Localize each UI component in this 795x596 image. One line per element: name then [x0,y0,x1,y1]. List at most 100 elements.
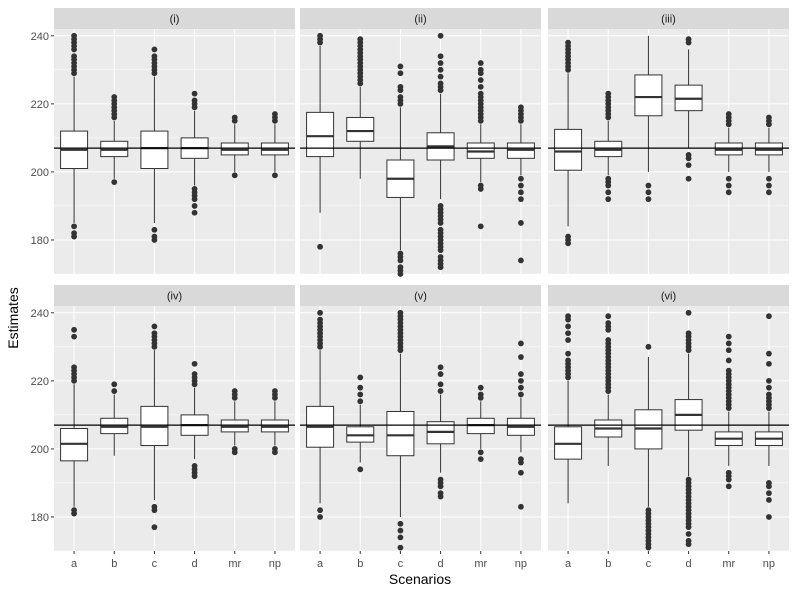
outlier-point [477,83,484,90]
outlier-point [397,544,404,551]
box-mr [466,60,495,230]
facet-panel: (iii) [548,8,789,275]
panel-background [54,306,295,551]
outlier-point [605,320,612,326]
outlier-point [766,313,772,320]
outlier-point [565,313,571,320]
outlier-point [71,326,77,333]
outlier-point [317,309,323,316]
box-c [634,343,663,551]
box-iqr [306,111,335,158]
outlier-point [725,189,732,196]
outlier-point [357,384,364,391]
box-np [506,104,535,264]
box-b [594,90,623,203]
outlier-point [518,340,524,347]
outlier-point [231,114,238,121]
box-a [60,326,89,517]
outlier-point [191,463,198,469]
outlier-point [151,53,158,60]
outlier-point [725,111,732,117]
outlier-point [725,340,732,347]
outlier-point [437,254,444,260]
outlier-point [605,90,612,97]
outlier-point [766,114,772,121]
box-b [346,374,375,473]
facet-strip [300,8,541,29]
outlier-point [685,175,692,182]
facet-panel: (i) 180 200 220 240 [31,8,295,275]
outlier-point [151,330,158,337]
x-tick-label: d [438,558,444,570]
facet-panel: (vi) a b c d mr np [548,285,789,570]
outlier-point [685,330,692,337]
x-tick-label: d [192,558,198,570]
box-a [554,313,583,504]
facet-strip [54,8,295,29]
box-np [754,313,783,520]
facet-strip-label: (vi) [661,291,676,303]
outlier-point [231,172,238,179]
outlier-point [518,503,524,510]
outlier-point [766,480,772,486]
box-a [554,39,583,247]
outlier-point [397,520,404,527]
outlier-point [71,32,77,39]
outlier-point [518,104,524,111]
outlier-point [357,36,364,43]
box-d [426,32,455,271]
outlier-point [685,476,692,483]
outlier-point [565,330,571,337]
outlier-point [317,316,323,323]
outlier-point [725,367,732,374]
box-np [754,114,783,196]
facet-strip [54,285,295,306]
outlier-point [317,507,323,514]
facet-strip-label: (i) [170,14,180,26]
outlier-point [518,456,524,463]
outlier-point [477,77,484,83]
box-c [140,323,169,531]
outlier-point [317,514,323,520]
outlier-point [685,531,692,537]
outlier-point [397,534,404,541]
outlier-point [317,243,323,250]
outlier-point [518,182,524,189]
outlier-point [437,381,444,388]
x-tick-label: b [605,558,611,570]
outlier-point [725,347,732,354]
outlier-point [111,388,118,394]
outlier-point [766,384,772,391]
outlier-point [518,354,524,360]
outlier-point [518,377,524,384]
outlier-point [605,196,612,203]
outlier-point [437,73,444,80]
outlier-point [357,391,364,398]
outlier-point [437,66,444,73]
facet-strip [548,285,789,306]
outlier-point [565,350,571,357]
x-tick-label: b [357,558,363,570]
x-axis-title: Scenarios [389,571,451,587]
x-tick-label: np [269,558,281,570]
outlier-point [645,196,652,203]
panel-background [300,306,541,551]
facet-strip [548,8,789,29]
outlier-point [71,230,77,237]
outlier-point [766,350,772,357]
outlier-point [766,360,772,367]
outlier-point [477,456,484,463]
outlier-point [565,337,571,343]
outlier-point [272,446,278,452]
outlier-point [357,466,364,473]
facet-panel: (v) a b c d mr np [300,285,541,570]
outlier-point [191,97,198,104]
outlier-point [766,391,772,398]
box-iqr [634,74,663,117]
outlier-point [685,36,692,43]
outlier-point [725,483,732,490]
outlier-point [357,374,364,381]
outlier-point [766,490,772,497]
outlier-point [725,175,732,182]
